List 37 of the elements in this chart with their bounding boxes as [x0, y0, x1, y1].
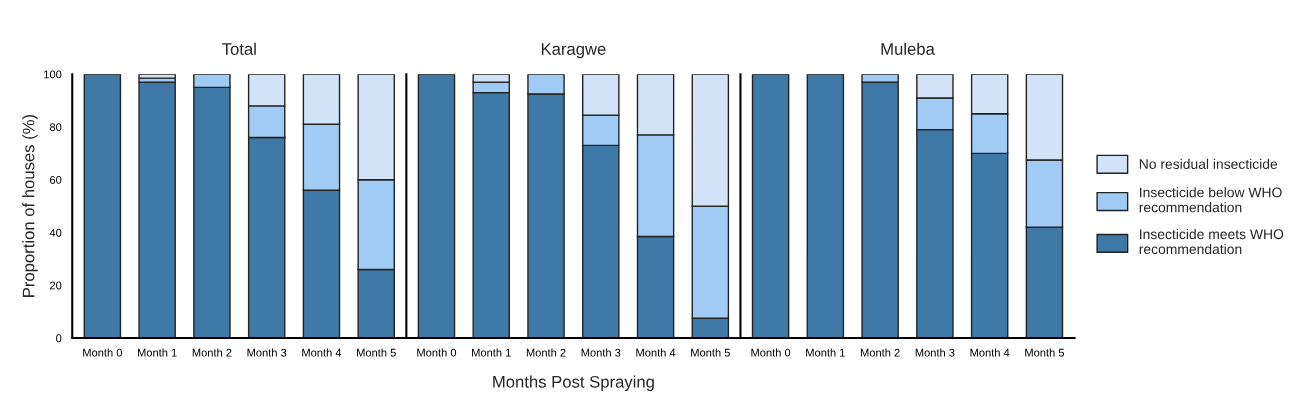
chart-title: Karagwe: [541, 43, 606, 59]
chart-title: Total: [222, 42, 256, 55]
x-tick-label: Month 3: [581, 348, 621, 357]
bar: [417, 74, 456, 339]
bar: [138, 81, 176, 339]
x-tick-label: Month 5: [357, 348, 396, 357]
legend-label: Insecticide meets WHO recommendation: [1139, 228, 1284, 255]
legend-label: Insecticide below WHO recommendation: [1139, 187, 1282, 213]
x-tick-label: Month 0: [417, 348, 457, 357]
y-tick-label: 40: [49, 228, 62, 237]
x-tick-label: Month 4: [302, 348, 342, 357]
bar: [83, 74, 122, 339]
x-tick-label: Month 0: [83, 348, 123, 357]
x-tick-label: Month 5: [1025, 348, 1065, 357]
y-tick-label: 0: [56, 334, 62, 343]
x-tick-label: Month 4: [970, 348, 1010, 357]
x-tick-label: Month 4: [636, 348, 676, 357]
x-axis-title: Months Post Spraying: [493, 375, 654, 392]
x-tick-label: Month 2: [860, 348, 900, 357]
x-tick-label: Month 1: [806, 348, 845, 357]
y-tick-label: 100: [44, 70, 62, 79]
x-tick-label: Month 3: [247, 348, 287, 357]
x-tick-label: Month 1: [137, 348, 177, 357]
legend-label: No residual insecticide: [1139, 158, 1278, 169]
y-axis-title: Proportion of houses (%): [22, 114, 38, 297]
y-tick-label: 20: [50, 281, 62, 290]
y-tick-label: 60: [50, 176, 62, 184]
x-tick-label: Month 0: [751, 348, 791, 357]
x-tick-label: Month 5: [691, 348, 730, 357]
bar: [751, 74, 790, 339]
y-tick-label: 80: [49, 123, 62, 132]
bar: [806, 74, 845, 339]
x-tick-label: Month 1: [472, 348, 511, 357]
x-tick-label: Month 3: [915, 348, 955, 357]
chart-title: Muleba: [881, 42, 935, 55]
x-tick-label: Month 2: [526, 348, 566, 357]
x-tick-label: Month 2: [192, 348, 232, 357]
